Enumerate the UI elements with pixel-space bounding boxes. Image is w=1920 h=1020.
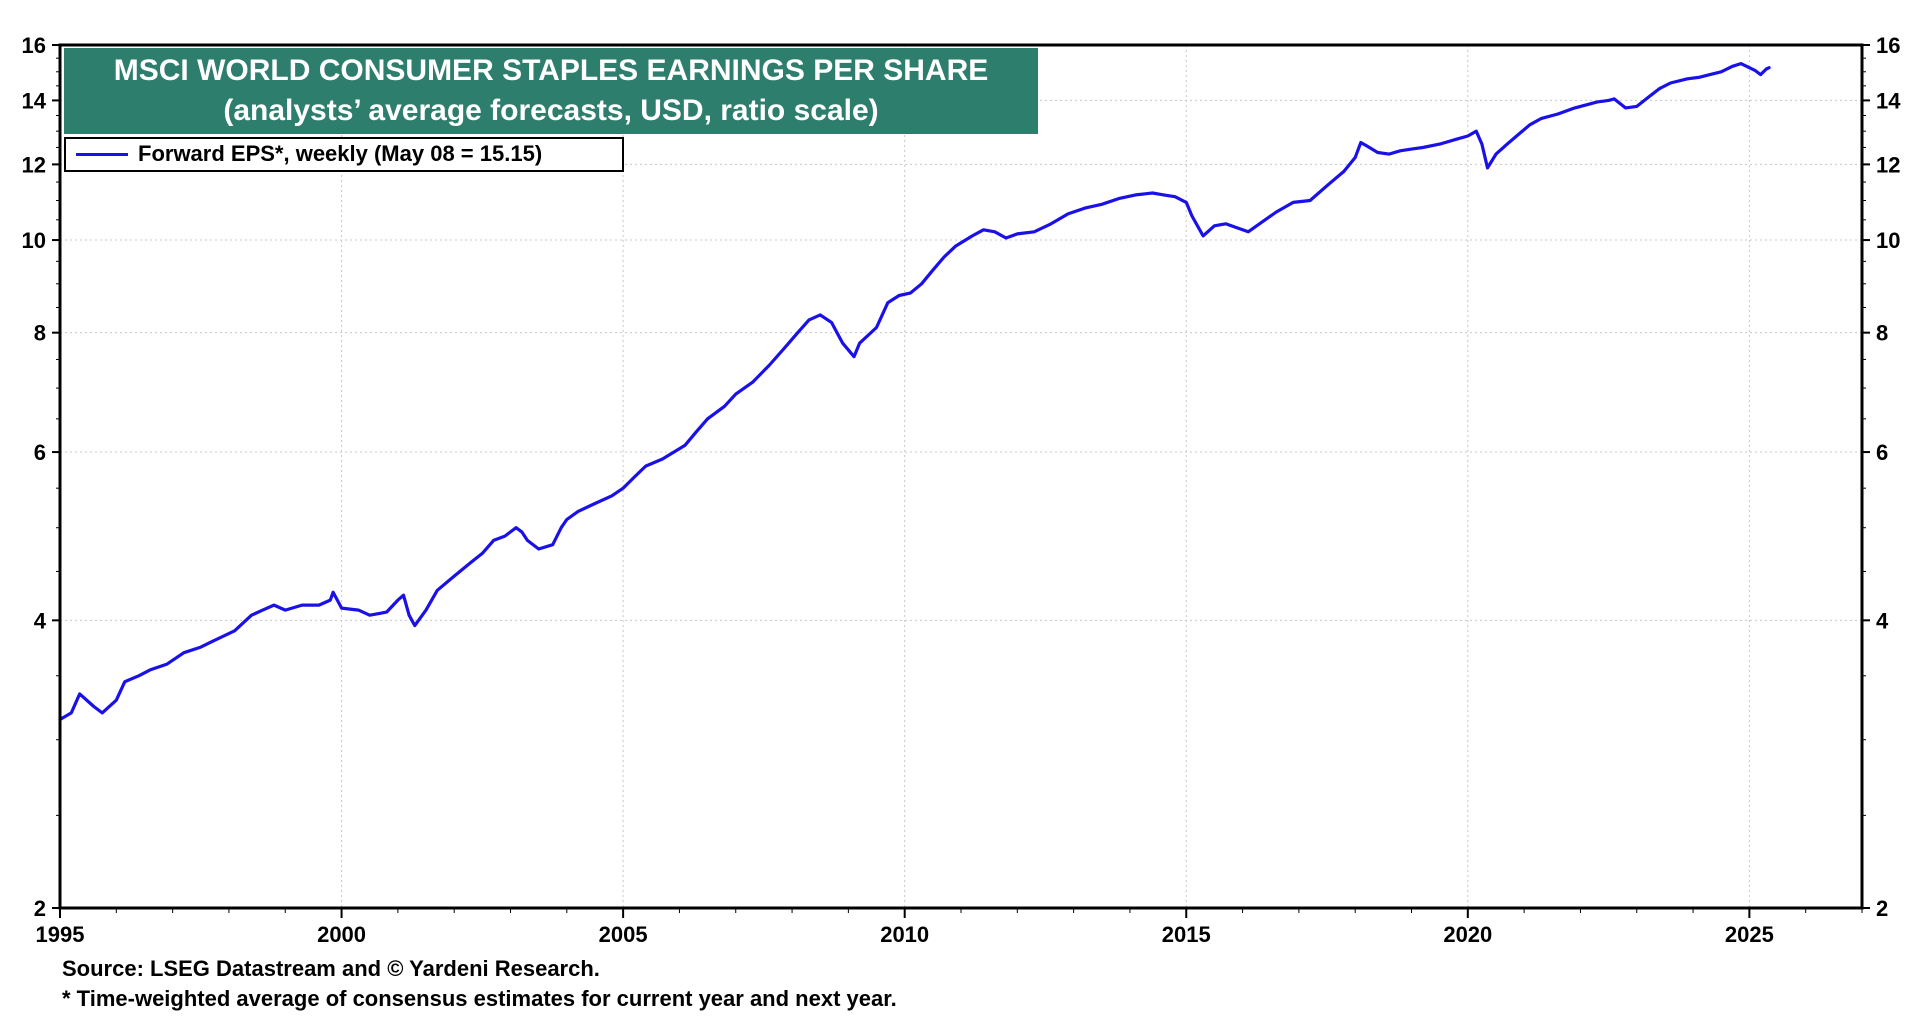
chart-subtitle: (analysts’ average forecasts, USD, ratio… [223, 94, 879, 127]
source-note: Source: LSEG Datastream and © Yardeni Re… [62, 956, 600, 981]
x-tick-2000: 2000 [317, 922, 366, 947]
y-tick-left-12: 12 [22, 152, 46, 177]
y-tick-left-8: 8 [34, 321, 46, 346]
legend: Forward EPS*, weekly (May 08 = 15.15) [64, 137, 624, 172]
x-tick-2015: 2015 [1162, 922, 1211, 947]
y-tick-left-2: 2 [34, 896, 46, 921]
y-tick-right-12: 12 [1876, 152, 1900, 177]
y-tick-right-2: 2 [1876, 896, 1888, 921]
y-tick-right-8: 8 [1876, 321, 1888, 346]
chart-title: MSCI WORLD CONSUMER STAPLES EARNINGS PER… [113, 54, 989, 87]
footnote: * Time-weighted average of consensus est… [62, 986, 897, 1011]
chart-title-box: MSCI WORLD CONSUMER STAPLES EARNINGS PER… [64, 48, 1038, 134]
y-tick-left-6: 6 [34, 440, 46, 465]
y-tick-left-10: 10 [22, 228, 46, 253]
plot-frame [58, 43, 1864, 910]
x-tick-2005: 2005 [599, 922, 648, 947]
y-tick-right-4: 4 [1876, 608, 1889, 633]
y-tick-left-16: 16 [22, 33, 46, 58]
legend-swatch [76, 153, 128, 156]
y-tick-right-6: 6 [1876, 440, 1888, 465]
x-tick-1995: 1995 [36, 922, 85, 947]
x-tick-2010: 2010 [880, 922, 929, 947]
axes: 2 2 4 4 6 6 8 8 10 10 12 12 14 14 16 16 1995 2000 2005 2010… [22, 33, 1902, 947]
y-tick-right-14: 14 [1876, 88, 1901, 113]
series-layer [58, 61, 1771, 722]
y-tick-left-4: 4 [34, 608, 47, 633]
y-tick-right-10: 10 [1876, 228, 1900, 253]
y-tick-left-14: 14 [22, 88, 47, 113]
legend-label: Forward EPS*, weekly (May 08 = 15.15) [138, 141, 543, 166]
x-tick-2020: 2020 [1443, 922, 1492, 947]
gridlines [60, 45, 1862, 908]
y-tick-right-16: 16 [1876, 33, 1900, 58]
x-tick-2025: 2025 [1725, 922, 1774, 947]
series-line-forward-eps [58, 61, 1771, 722]
